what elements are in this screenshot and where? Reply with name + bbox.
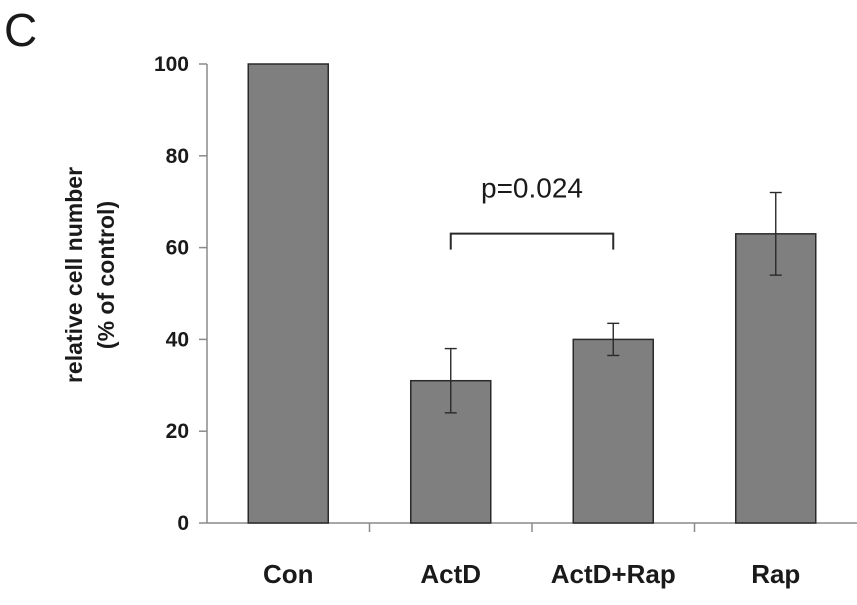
x-tick-label: ActD+Rap [551, 559, 676, 589]
significance-annotation: p=0.024 [449, 173, 615, 250]
y-tick-label: 80 [166, 145, 189, 168]
error-bars [444, 191, 782, 414]
y-axis-label-line2: (% of control) [93, 201, 119, 349]
x-tick-label: Rap [751, 559, 800, 589]
tick-labels: 0 20 40 60 80 100 Con ActD ActD+Rap Rap [154, 53, 800, 589]
y-axis-title: relative cell number (% of control) [61, 167, 119, 383]
panel-label: C [4, 4, 37, 56]
p-value-label: p=0.024 [481, 173, 583, 204]
significance-bracket [449, 232, 615, 250]
y-tick-label: 20 [166, 420, 189, 443]
y-tick-label: 60 [166, 237, 189, 260]
y-tick-label: 40 [166, 328, 189, 351]
bar-con [247, 63, 329, 524]
x-tick-label: ActD [420, 559, 481, 589]
bar-rap [735, 233, 817, 524]
y-tick-label: 0 [177, 512, 189, 535]
bar-actd-rap [572, 338, 654, 524]
y-tick-label: 100 [154, 53, 189, 76]
y-axis-label-line1: relative cell number [61, 167, 87, 383]
x-tick-label: Con [263, 559, 314, 589]
bars [247, 63, 817, 524]
